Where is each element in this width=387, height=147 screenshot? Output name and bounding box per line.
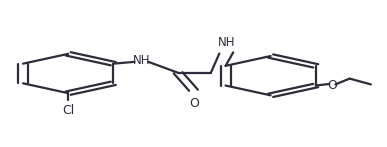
Text: O: O <box>327 79 337 92</box>
Text: Cl: Cl <box>62 104 74 117</box>
Text: NH: NH <box>217 36 235 50</box>
Text: NH: NH <box>133 54 150 67</box>
Text: O: O <box>190 97 200 110</box>
